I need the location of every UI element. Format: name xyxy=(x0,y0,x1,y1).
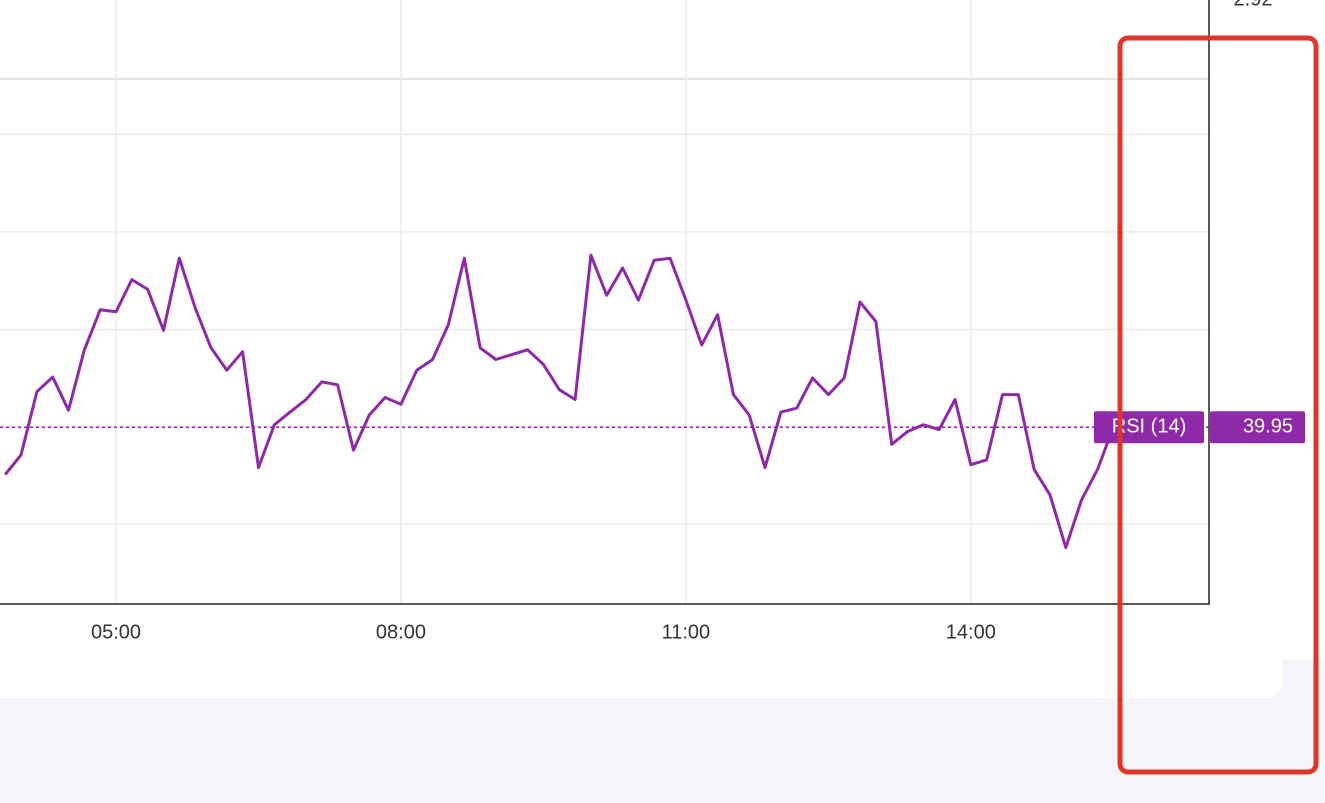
price-scale xyxy=(1210,0,1325,660)
last-value-label: 39.95 xyxy=(1243,415,1293,437)
card xyxy=(0,0,1282,698)
series-label: RSI (14) xyxy=(1112,415,1186,437)
x-tick-label: 11:00 xyxy=(662,621,711,643)
plot xyxy=(0,0,1209,604)
last-value-box xyxy=(1210,411,1305,444)
x-tick-label: 14:00 xyxy=(946,621,996,643)
x-tick-label: 08:00 xyxy=(376,621,426,643)
x-tick-label: 05:00 xyxy=(91,621,141,643)
top-scale-label: 2.92 xyxy=(1234,0,1273,10)
rsi-line xyxy=(4,253,1115,549)
highlight-box xyxy=(1117,35,1319,775)
